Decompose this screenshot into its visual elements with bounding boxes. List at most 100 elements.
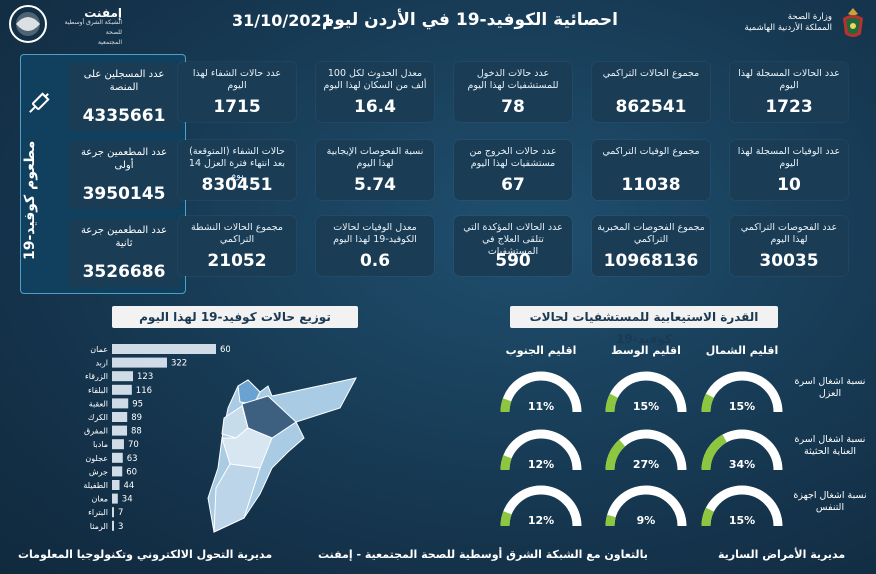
stat-card-r1-3: معدل الحدوث لكل 100 ألف من السكان لهذا ا… [316,62,434,122]
moh-line1: وزارة الصحة [787,12,832,22]
bar-category-label: معان [92,495,108,504]
capacity-row-label: نسبة اشغال اجهزة التنفس [793,490,867,513]
bar [112,412,128,422]
stat-card-r2-2: عدد حالات الخروج من مستشفيات لهذا اليوم 6… [454,140,572,200]
footer-left: مديرية التحول الالكتروني وتكنولوجيا المع… [18,548,273,561]
bar-value-label: 34 [122,495,133,505]
stat-card-r3-3: معدل الوفيات لحالات الكوفيد-19 لهذا اليو… [316,216,434,276]
bar-value-label: 63 [127,454,138,464]
occupancy-gauge: 12% [500,429,582,471]
gauge-value: 27% [633,458,659,471]
bar [112,520,114,531]
capacity-row-label: نسبة اشغال اسرة العناية الحثيثة [794,434,866,457]
bar-value-label: 123 [137,372,153,382]
stat-value: 78 [501,97,525,117]
region-label: اقليم الوسط [611,344,681,357]
report-title: احصائية الكوفيد-19 في الأردن ليوم [321,10,618,30]
stat-label: عدد الوفيات المسجلة لهذا اليوم [737,146,841,169]
bar-value-label: 89 [131,413,142,423]
bar-value-label: 44 [124,481,135,491]
imfnet-logo [8,4,48,44]
stat-card-r2-4: حالات الشفاء (المتوقعة) بعد انتهاء فترة … [178,140,296,200]
stat-value: 21052 [207,251,267,271]
gauge-value: 15% [729,514,755,527]
stat-label: مجموع الوفيات التراكمي [602,146,700,157]
distribution-title: توزيع حالات كوفيد-19 لهذا اليوم [112,306,358,328]
bar-value-label: 3 [118,522,123,532]
stat-value: 0.6 [359,251,391,271]
imfnet-name: إمفنت [84,6,122,20]
gauge-fill [701,507,715,527]
occupancy-gauge: 15% [701,371,783,413]
region-label: اقليم الشمال [705,344,779,357]
gauge-value: 34% [729,458,755,471]
stat-label: عدد الحالات المسجلة لهذا اليوم [738,68,840,91]
bar-value-label: 7 [118,508,123,518]
stat-label: عدد الفحوصات التراكمي لهذا اليوم [740,222,838,245]
bar-value-label: 322 [171,359,187,369]
stat-card-r3-2: عدد الحالات المؤكدة التي تتلقى العلاج في… [454,216,572,276]
stat-card-r3-4: مجموع الحالات النشطة التراكمي 21052 [178,216,296,276]
jordan-map [207,377,357,533]
bar-category-label: اربد [95,359,108,368]
occupancy-gauge: 9% [605,485,687,527]
vaccination-panel: عدد المسجلين على المنصة 4335661 عدد المط… [20,54,186,294]
stat-value: 1715 [213,97,261,117]
bar-category-label: العقبة [89,399,108,408]
footer-right: مديرية الأمراض السارية [718,548,846,561]
imfnet-sub1: الشبكة الشرق أوسطية للصحة [64,19,122,36]
gauge-fill [605,514,616,527]
stat-value: 10 [777,175,801,195]
bar [112,398,129,409]
stat-label: مجموع الفحوصات المخبرية التراكمي [597,222,705,245]
bar [112,357,167,368]
gauge-fill [605,439,626,471]
bar-category-label: البتراء [88,508,108,517]
stat-value: 1723 [765,97,813,117]
stat-value: 590 [495,251,531,271]
bar [112,344,216,354]
stat-value: 11038 [621,175,681,195]
bar-value-label: 95 [132,399,143,409]
gauge-fill [701,393,715,413]
region-label: اقليم الجنوب [505,344,577,357]
footer-center: بالتعاون مع الشبكة الشرق أوسطية للصحة ال… [318,548,648,561]
stat-label: عدد حالات الشفاء لهذا اليوم [192,68,282,91]
bar [112,452,123,463]
stat-label: مجموع الحالات التراكمي [602,68,700,79]
bar-category-label: البلقاء [88,386,108,395]
occupancy-gauge: 27% [605,429,687,471]
gauge-track [500,485,582,527]
imfnet-sub2: المجتمعية [97,39,122,46]
gauge-track [500,429,582,471]
stat-card-r3-0: عدد الفحوصات التراكمي لهذا اليوم 30035 [730,216,848,276]
bar [112,425,128,436]
gauge-fill [500,398,512,413]
stat-label: عدد الحالات المؤكدة التي تتلقى العلاج في… [463,222,563,257]
gauge-fill [605,393,619,413]
vacc-dose2-label: عدد المطعمين جرعة ثانية [80,225,168,249]
gauge-value: 15% [633,400,659,413]
syringe-icon [24,88,54,118]
moh-line2: المملكة الأردنية الهاشمية [744,23,832,33]
gauge-value: 15% [729,400,755,413]
gauge-fill [500,511,512,527]
capacity-title: القدرة الاستيعابية للمستشفيات لحالات كوف… [510,306,778,346]
stat-card-r2-1: مجموع الوفيات التراكمي 11038 [592,140,710,200]
imfnet-text: إمفنت الشبكة الشرق أوسطية للصحة المجتمعي… [52,6,122,48]
gauge-value: 11% [528,400,554,413]
vacc-registered-value: 4335661 [82,106,166,126]
stat-card-r1-1: مجموع الحالات التراكمي 862541 [592,62,710,122]
occupancy-gauge: 11% [500,371,582,413]
moh-text: وزارة الصحة المملكة الأردنية الهاشمية [745,12,832,34]
bar [112,480,120,490]
bar-value-label: 60 [126,467,137,477]
stat-value: 10968136 [603,251,699,271]
stat-value: 862541 [615,97,687,117]
vacc-dose1-label: عدد المطعمين جرعة أولى [80,147,168,171]
bar-category-label: الزرقاء [85,372,108,381]
occupancy-gauge: 12% [500,485,582,527]
vacc-registered-label: عدد المسجلين على المنصة [83,69,165,93]
occupancy-gauge: 15% [701,485,783,527]
vacc-registered-card: عدد المسجلين على المنصة 4335661 [68,63,180,131]
